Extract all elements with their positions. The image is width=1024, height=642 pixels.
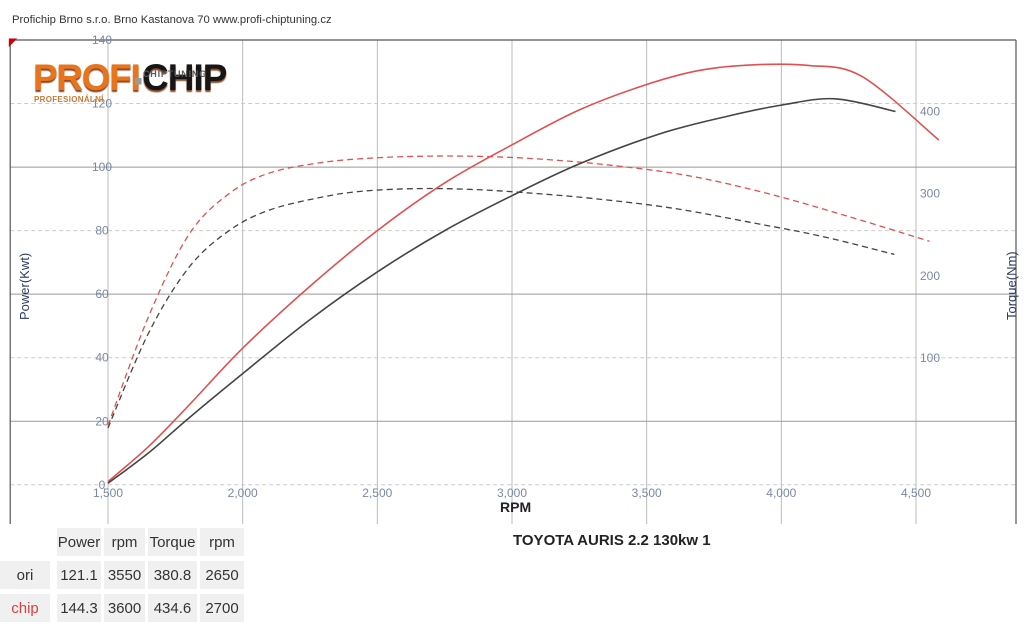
svg-text:1,500: 1,500: [93, 486, 123, 500]
svg-text:300: 300: [920, 187, 940, 201]
svg-text:CHIPTUNING: CHIPTUNING: [143, 69, 207, 79]
svg-text:4,000: 4,000: [766, 486, 796, 500]
svg-text:100: 100: [920, 351, 940, 365]
svg-text:0: 0: [99, 478, 106, 492]
svg-text:CHIP: CHIP: [142, 60, 227, 98]
svg-text:2,500: 2,500: [362, 486, 392, 500]
svg-text:20: 20: [95, 414, 109, 428]
svg-text:3,000: 3,000: [497, 486, 527, 500]
svg-text:PROFI: PROFI: [33, 60, 140, 98]
svg-text:80: 80: [95, 224, 109, 238]
svg-text:4,500: 4,500: [901, 486, 931, 500]
svg-text:PROFESIONÁLNÍ: PROFESIONÁLNÍ: [34, 95, 104, 104]
svg-text:3,500: 3,500: [632, 486, 662, 500]
svg-text:2,000: 2,000: [228, 486, 258, 500]
svg-text:60: 60: [95, 287, 109, 301]
svg-text:200: 200: [920, 269, 940, 283]
svg-text:40: 40: [95, 351, 109, 365]
svg-text:400: 400: [920, 104, 940, 118]
svg-text:140: 140: [92, 33, 112, 47]
svg-text:100: 100: [92, 160, 112, 174]
